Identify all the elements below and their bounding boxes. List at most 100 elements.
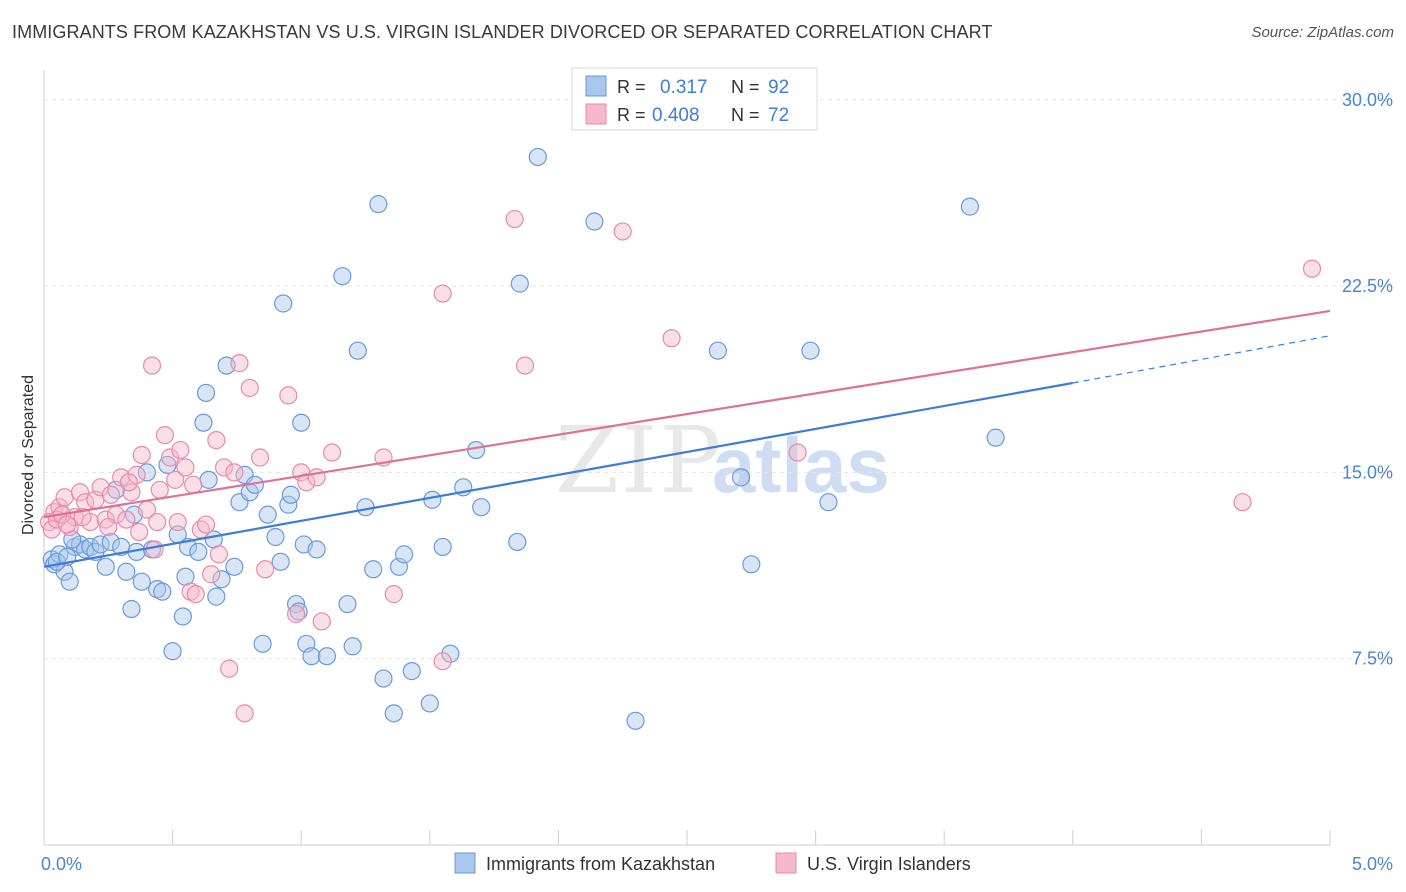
- legend-n-value-2: 72: [768, 105, 789, 126]
- y-tick-label: 30.0%: [1342, 90, 1393, 110]
- x-tick-label: 0.0%: [41, 854, 82, 874]
- point-kazakhstan: [194, 413, 213, 432]
- legend-item-virgin-islanders: U.S. Virgin Islanders: [807, 854, 971, 874]
- point-virgin-islanders: [235, 704, 254, 723]
- x-axis-ticks: [43, 830, 1331, 845]
- point-kazakhstan: [286, 594, 306, 614]
- point-kazakhstan: [253, 634, 272, 653]
- point-virgin-islanders: [101, 485, 120, 504]
- point-kazakhstan: [742, 555, 761, 574]
- point-kazakhstan: [986, 428, 1005, 447]
- legend-n-label-1: N =: [731, 77, 760, 97]
- point-virgin-islanders: [1233, 493, 1252, 512]
- point-kazakhstan: [433, 537, 452, 557]
- point-virgin-islanders: [384, 585, 403, 604]
- point-virgin-islanders: [505, 209, 524, 229]
- point-virgin-islanders: [127, 465, 146, 484]
- point-kazakhstan: [158, 455, 177, 475]
- point-kazakhstan: [369, 195, 388, 214]
- point-virgin-islanders: [312, 612, 331, 631]
- series-kazakhstan-points: [42, 147, 1005, 730]
- y-tick-label: 7.5%: [1352, 649, 1393, 669]
- point-virgin-islanders: [240, 378, 259, 398]
- point-kazakhstan: [122, 599, 141, 619]
- point-virgin-islanders: [220, 659, 239, 678]
- point-kazakhstan: [343, 637, 362, 656]
- point-kazakhstan: [199, 470, 218, 489]
- x-axis-tick-labels: 0.0% 5.0%: [41, 854, 1393, 874]
- point-kazakhstan: [402, 662, 421, 681]
- point-kazakhstan: [281, 485, 301, 504]
- point-kazakhstan: [317, 647, 337, 666]
- point-kazakhstan: [207, 587, 226, 606]
- y-tick-label: 22.5%: [1342, 276, 1393, 296]
- gridlines: [44, 99, 1393, 660]
- point-kazakhstan: [960, 197, 980, 216]
- point-virgin-islanders: [166, 470, 185, 489]
- legend-swatch-blue: [585, 75, 607, 97]
- point-virgin-islanders: [286, 604, 306, 624]
- point-virgin-islanders: [91, 478, 110, 497]
- point-virgin-islanders: [145, 540, 164, 559]
- point-virgin-islanders: [322, 443, 342, 462]
- point-kazakhstan: [510, 274, 529, 293]
- point-virgin-islanders: [58, 515, 77, 534]
- x-tick-label: 5.0%: [1352, 854, 1393, 874]
- point-virgin-islanders: [176, 458, 195, 477]
- stats-legend: R = 0.317 N = 92 R = 0.408 N = 72: [571, 67, 818, 131]
- point-kazakhstan: [274, 294, 293, 313]
- legend-r-label-1: R =: [617, 77, 646, 97]
- point-virgin-islanders: [515, 356, 535, 375]
- legend-r-value-2: 0.408: [652, 105, 700, 126]
- trendline-virgin-islanders: [43, 309, 1331, 519]
- point-kazakhstan: [423, 490, 442, 509]
- legend-item-kazakhstan: Immigrants from Kazakhstan: [486, 854, 715, 874]
- point-virgin-islanders: [225, 463, 244, 482]
- point-kazakhstan: [196, 383, 216, 403]
- point-virgin-islanders: [433, 284, 452, 303]
- point-kazakhstan: [96, 557, 115, 576]
- point-virgin-islanders: [297, 473, 316, 492]
- point-kazakhstan: [708, 341, 727, 360]
- point-virgin-islanders: [155, 426, 174, 445]
- point-virgin-islanders: [168, 512, 187, 532]
- point-virgin-islanders: [202, 565, 221, 584]
- point-virgin-islanders: [214, 458, 234, 477]
- series-legend: Immigrants from Kazakhstan U.S. Virgin I…: [454, 852, 971, 874]
- point-virgin-islanders: [160, 448, 180, 467]
- point-kazakhstan: [441, 644, 460, 663]
- point-kazakhstan: [472, 498, 491, 517]
- trend-lines: [43, 309, 1331, 568]
- point-virgin-islanders: [171, 440, 190, 460]
- y-tick-label: 15.0%: [1342, 462, 1393, 482]
- point-virgin-islanders: [230, 354, 249, 373]
- point-kazakhstan: [225, 557, 244, 576]
- point-virgin-islanders: [1302, 259, 1322, 278]
- legend-item-virgin-islanders-swatch: [775, 852, 797, 874]
- source-label: Source: ZipAtlas.com: [1251, 24, 1394, 41]
- point-kazakhstan: [420, 694, 439, 713]
- point-kazakhstan: [364, 560, 383, 579]
- point-virgin-islanders: [148, 512, 167, 532]
- point-kazakhstan: [266, 527, 285, 547]
- point-kazakhstan: [271, 552, 290, 571]
- point-kazakhstan: [338, 594, 357, 614]
- point-virgin-islanders: [130, 522, 149, 542]
- point-virgin-islanders: [788, 443, 807, 462]
- point-kazakhstan: [731, 468, 751, 487]
- point-virgin-islanders: [117, 510, 136, 529]
- point-virgin-islanders: [73, 508, 92, 527]
- y-axis-tick-labels: 7.5% 15.0% 22.5% 30.0%: [1342, 90, 1393, 669]
- point-virgin-islanders: [613, 222, 632, 241]
- point-kazakhstan: [585, 212, 604, 231]
- point-kazakhstan: [302, 647, 321, 666]
- point-kazakhstan: [60, 572, 79, 591]
- point-kazakhstan: [384, 704, 403, 723]
- point-virgin-islanders: [250, 448, 270, 467]
- point-kazakhstan: [307, 540, 326, 559]
- point-kazakhstan: [819, 493, 838, 512]
- point-kazakhstan: [508, 532, 527, 552]
- point-virgin-islanders: [150, 480, 169, 499]
- point-kazakhstan: [189, 542, 208, 561]
